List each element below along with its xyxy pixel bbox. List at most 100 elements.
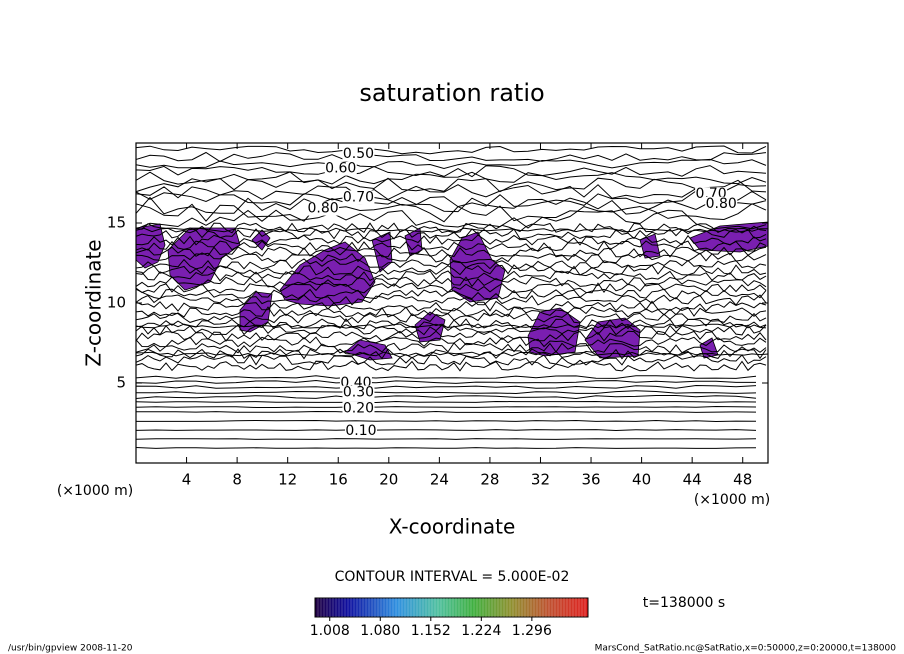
contour-line (136, 151, 767, 163)
x-tick-label: 16 (329, 471, 348, 489)
region (584, 317, 641, 359)
contour-line (136, 240, 767, 252)
x-axis-label: X-coordinate (389, 515, 516, 539)
y-axis-label: Z-coordinate (82, 239, 106, 366)
colorbar-tick-label: 1.152 (411, 623, 451, 639)
x-tick-label: 32 (531, 471, 550, 489)
contour-label-bg (342, 385, 375, 400)
x-unit-label: (×1000 m) (694, 492, 770, 508)
contour-line (136, 177, 767, 193)
x-tick-label: 8 (232, 471, 242, 489)
contour-line (136, 222, 767, 234)
contour-line (136, 234, 767, 246)
colorbar-tick-label: 1.080 (360, 623, 400, 639)
contour-line (136, 258, 767, 270)
contour-line (136, 323, 767, 329)
contour-line (136, 288, 767, 300)
footer-left: /usr/bin/gpview 2008-11-20 (8, 644, 133, 654)
region (167, 227, 241, 291)
y-tick-label: 15 (107, 214, 126, 232)
contour-label: 0.30 (343, 385, 374, 401)
plot-frame (135, 142, 769, 464)
contour-label: 0.80 (307, 201, 338, 217)
region (449, 231, 506, 303)
contour-line (136, 330, 767, 342)
contour-label-bg (344, 424, 377, 438)
time-label: t=138000 s (643, 595, 725, 611)
region (279, 241, 376, 307)
contour-label: 0.70 (343, 189, 374, 205)
colorbar-tick-label: 1.008 (310, 623, 350, 639)
contour-lines: 0.500.600.700.800.700.800.400.300.200.10 (136, 145, 768, 449)
x-tick-label: 28 (480, 471, 499, 489)
contour-line (136, 446, 757, 449)
colorbar-tick-label: 1.296 (512, 623, 552, 639)
x-tick-label: 40 (632, 471, 651, 489)
x-tick-label: 20 (379, 471, 398, 489)
colorbar-stripes: 1.008 1.080 1.152 1.224 1.296 (310, 598, 586, 639)
contour-label-bg (342, 147, 375, 162)
chart-title: saturation ratio (359, 79, 544, 107)
contour-line (136, 276, 767, 288)
contour-line (136, 306, 767, 318)
contour-line (136, 354, 767, 366)
contour-label: 0.10 (345, 423, 376, 439)
contour-line (136, 390, 757, 395)
contour-line (136, 165, 767, 178)
contour-line (136, 318, 767, 330)
contour-line (136, 395, 757, 400)
footer-right: MarsCond_SatRatio.nc@SatRatio,x=0:50000,… (595, 644, 897, 654)
contour-line (136, 228, 767, 240)
contour-label: 0.20 (343, 401, 374, 417)
x-tick-label: 44 (683, 471, 702, 489)
contour-line (136, 312, 767, 324)
contour-label: 0.50 (343, 146, 374, 162)
contour-label-bg (324, 161, 357, 176)
contour-label: 0.60 (325, 161, 356, 177)
contour-line (136, 252, 767, 264)
contour-line (136, 203, 767, 223)
contour-label-bg (705, 196, 738, 211)
y-unit-label: (×1000 m) (57, 483, 133, 499)
x-tick-label: 24 (430, 471, 449, 489)
contour-line (136, 405, 757, 408)
y-tick-label: 10 (107, 294, 126, 312)
contour-line (136, 410, 757, 413)
contour-line (136, 300, 767, 312)
contour-label-bg (307, 201, 340, 216)
contour-line (136, 384, 757, 389)
contour-line (136, 324, 767, 336)
contour-line (136, 360, 767, 372)
x-tick-label: 12 (278, 471, 297, 489)
contour-line (136, 351, 768, 357)
plot-field: 0.500.600.700.800.700.800.400.300.200.10 (136, 145, 768, 449)
x-tick-label: 48 (733, 471, 752, 489)
contour-line (136, 342, 767, 354)
contour-label: 0.80 (706, 196, 737, 212)
contour-line (136, 264, 767, 276)
contour-line (136, 336, 767, 348)
contour-line (136, 183, 767, 200)
contour-line (136, 379, 756, 384)
contour-line (136, 145, 767, 155)
contour-label-bg (342, 190, 375, 205)
contour-line (136, 429, 757, 432)
contour-line (136, 400, 757, 404)
contour-interval: CONTOUR INTERVAL = 5.000E-02 (335, 569, 570, 585)
contour-line (136, 438, 757, 440)
contour-line (136, 171, 767, 185)
contour-line (136, 227, 768, 233)
colorbar-tick-label: 1.224 (461, 623, 501, 639)
contour-line (136, 419, 757, 423)
contour-line (136, 158, 767, 170)
y-tick-label: 5 (116, 374, 126, 392)
contour-line (136, 209, 767, 230)
x-tick-label: 36 (581, 471, 600, 489)
x-tick-label: 4 (182, 471, 192, 489)
contour-line (136, 270, 767, 282)
contour-label-bg (342, 401, 375, 416)
contour-line (136, 375, 757, 379)
contour-line (136, 294, 767, 306)
